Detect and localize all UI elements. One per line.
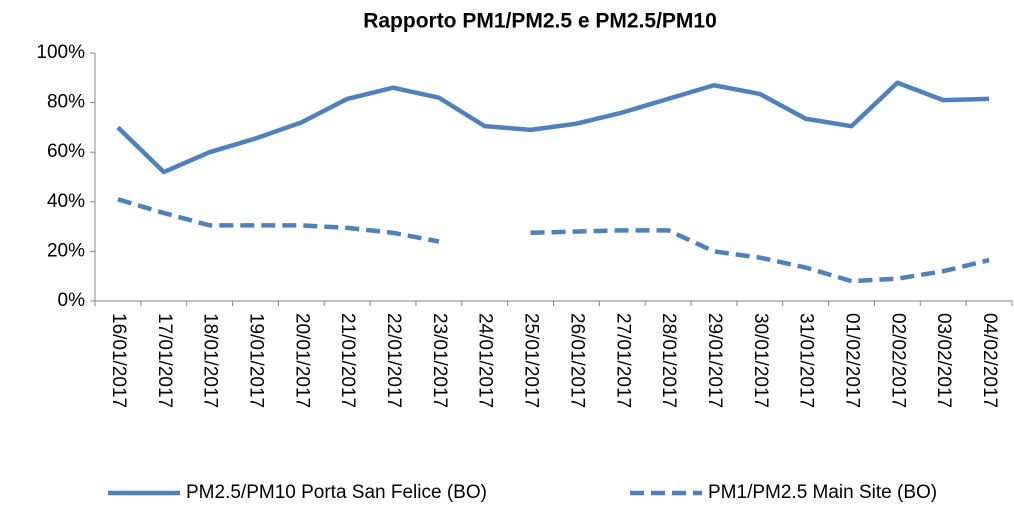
x-tick-label: 02/02/2017 <box>887 313 908 408</box>
x-tick-label: 21/01/2017 <box>337 313 358 408</box>
legend-label: PM1/PM2.5 Main Site (BO) <box>708 482 937 503</box>
x-tick-label: 25/01/2017 <box>521 313 542 408</box>
x-tick-label: 31/01/2017 <box>796 313 817 408</box>
x-tick-label: 24/01/2017 <box>475 313 496 408</box>
legend-label: PM2.5/PM10 Porta San Felice (BO) <box>186 482 487 503</box>
y-tick-label: 60% <box>47 141 85 162</box>
series-line <box>116 80 990 175</box>
x-tick-label: 27/01/2017 <box>612 313 633 408</box>
y-tick-label: 40% <box>47 191 85 212</box>
x-tick-label: 22/01/2017 <box>383 313 404 408</box>
x-tick-label: 30/01/2017 <box>750 313 771 408</box>
x-tick-label: 29/01/2017 <box>704 313 725 408</box>
x-tick-label: 17/01/2017 <box>154 313 175 408</box>
y-tick-label: 0% <box>58 290 86 311</box>
x-tick-label: 28/01/2017 <box>658 313 679 408</box>
y-tick-label: 20% <box>47 240 85 261</box>
chart-title: Rapporto PM1/PM2.5 e PM2.5/PM10 <box>363 10 717 33</box>
x-tick-label: 01/02/2017 <box>842 313 863 408</box>
x-tick-label: 19/01/2017 <box>245 313 266 408</box>
x-tick-label: 26/01/2017 <box>566 313 587 408</box>
x-tick-label: 18/01/2017 <box>200 313 221 408</box>
x-tick-label: 23/01/2017 <box>429 313 450 408</box>
y-tick-label: 100% <box>36 42 85 63</box>
x-tick-label: 03/02/2017 <box>933 313 954 408</box>
series-line <box>117 197 990 284</box>
x-tick-label: 20/01/2017 <box>291 313 312 408</box>
x-tick-label: 04/02/2017 <box>979 313 1000 408</box>
x-tick-label: 16/01/2017 <box>108 313 129 408</box>
y-tick-label: 80% <box>47 92 85 113</box>
